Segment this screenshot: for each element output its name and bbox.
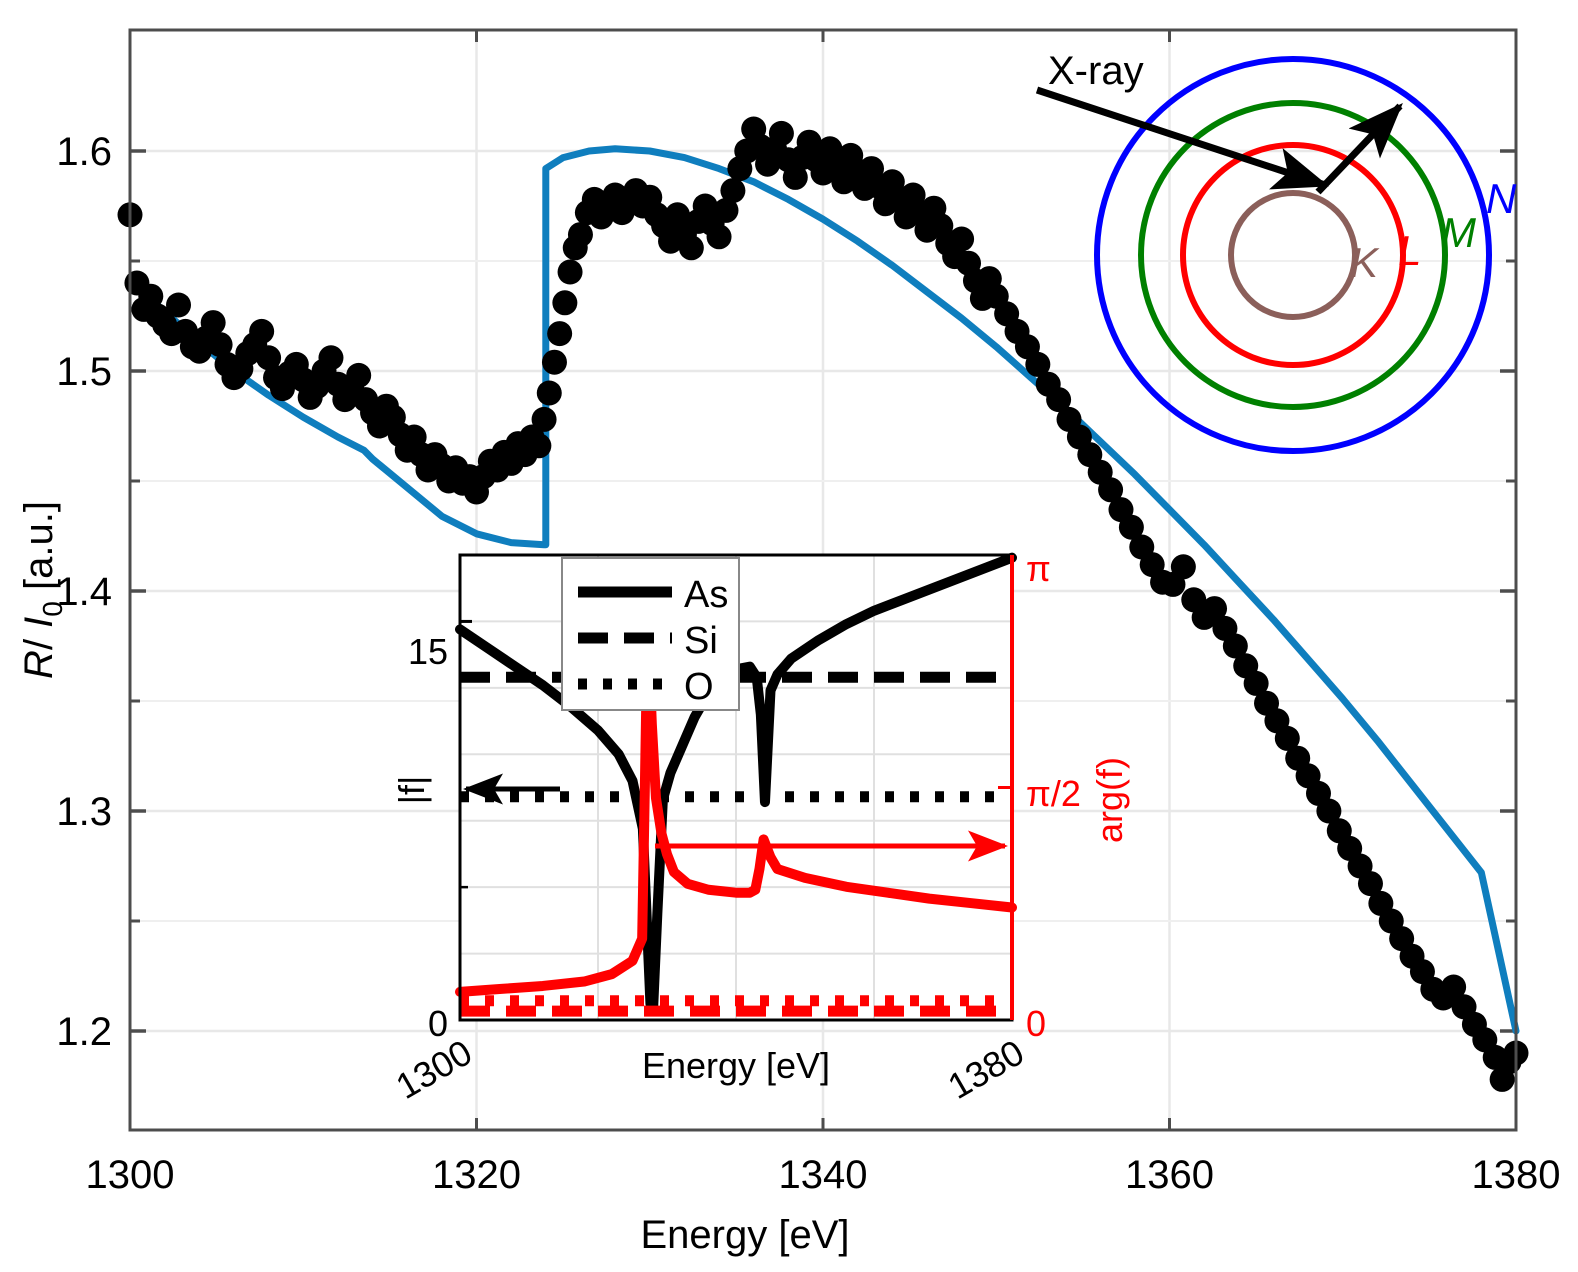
measured-data-points xyxy=(117,116,1529,1092)
inset-ytick-pi-half: π/2 xyxy=(1026,773,1081,814)
data-point xyxy=(138,283,164,309)
shell-label-M: M xyxy=(1441,209,1476,256)
data-point xyxy=(200,310,226,336)
data-point xyxy=(949,226,975,252)
inset-right-y-axis-label: arg(f) xyxy=(1089,757,1130,843)
main-ytick-label: 1.5 xyxy=(56,350,112,394)
data-point xyxy=(552,290,578,316)
data-point xyxy=(526,433,552,459)
main-xtick-label: 1340 xyxy=(779,1153,868,1197)
data-point xyxy=(678,235,704,261)
shell-label-N: N xyxy=(1486,175,1517,222)
data-point xyxy=(782,164,808,190)
data-point xyxy=(1222,633,1248,659)
inset-ytick-zero: 0 xyxy=(1026,1003,1046,1044)
data-point xyxy=(664,202,690,228)
data-point xyxy=(256,345,282,371)
main-ytick-label: 1.2 xyxy=(56,1010,112,1054)
main-y-tick-labels: 1.2 1.3 1.4 1.5 1.6 xyxy=(56,130,112,1054)
data-point xyxy=(536,380,562,406)
main-ytick-label: 1.6 xyxy=(56,130,112,174)
main-ytick-label: 1.4 xyxy=(56,570,112,614)
shell-circles xyxy=(1094,56,1492,454)
xray-label: X-ray xyxy=(1048,49,1144,93)
data-point xyxy=(706,224,732,250)
data-point xyxy=(166,292,192,318)
data-point xyxy=(557,259,583,285)
data-point xyxy=(318,345,344,371)
data-point xyxy=(1202,596,1228,622)
data-point xyxy=(547,321,573,347)
shell-labels: K L MN xyxy=(1350,175,1517,286)
inset-ytick-0: 0 xyxy=(428,1003,448,1044)
legend-label-O: O xyxy=(684,666,714,708)
atomic-shell-diagram: X-ray K L MN xyxy=(1035,49,1517,454)
inset-ytick-15: 15 xyxy=(408,631,448,672)
main-ytick-label: 1.3 xyxy=(56,790,112,834)
main-axes-box xyxy=(128,28,1518,1132)
data-point xyxy=(713,197,739,223)
data-point xyxy=(1274,725,1300,751)
data-point xyxy=(1170,554,1196,580)
data-point xyxy=(346,362,372,388)
main-xtick-label: 1320 xyxy=(432,1153,521,1197)
data-point xyxy=(1025,351,1051,377)
data-point xyxy=(541,349,567,375)
data-point xyxy=(567,222,593,248)
main-xtick-label: 1300 xyxy=(86,1153,175,1197)
shell-circle-L xyxy=(1180,142,1406,368)
data-point xyxy=(768,120,794,146)
shell-circle-K xyxy=(1228,190,1358,320)
data-point xyxy=(249,318,275,344)
xray-incoming-arrow xyxy=(1035,86,1329,190)
photoelectron-arrow xyxy=(1315,102,1403,195)
main-x-tick-labels: 1300 1320 1340 1360 1380 xyxy=(86,1153,1561,1197)
main-y-axis-label: R/ I0 [a.u.] xyxy=(17,501,68,679)
shell-label-L: L xyxy=(1398,227,1421,274)
inset-left-y-axis-label: |f| xyxy=(391,776,432,805)
inset-curve-As-arg-f- xyxy=(455,612,1017,997)
data-point xyxy=(1243,670,1269,696)
data-point xyxy=(1118,514,1144,540)
main-xtick-label: 1360 xyxy=(1125,1153,1214,1197)
data-point xyxy=(1357,871,1383,897)
data-point xyxy=(1316,798,1342,824)
legend-label-As: As xyxy=(684,574,728,616)
data-point xyxy=(1098,477,1124,503)
data-point xyxy=(1441,974,1467,1000)
main-xtick-label: 1380 xyxy=(1472,1153,1561,1197)
main-x-axis-label: Energy [eV] xyxy=(640,1213,849,1257)
simulated-fit-line xyxy=(126,145,1520,1035)
main-y-axis-label-group: R/ I0 [a.u.] xyxy=(17,501,68,679)
shell-label-K: K xyxy=(1350,239,1380,286)
inset-x-axis-label: Energy [eV] xyxy=(642,1045,830,1086)
shell-circle-N xyxy=(1094,56,1492,454)
legend-label-Si: Si xyxy=(684,620,718,662)
shell-circle-M xyxy=(1138,100,1448,410)
inset-ytick-pi: π xyxy=(1026,548,1051,589)
data-point xyxy=(1046,387,1072,413)
data-point xyxy=(531,406,557,432)
data-point xyxy=(720,178,746,204)
data-point xyxy=(207,332,233,358)
